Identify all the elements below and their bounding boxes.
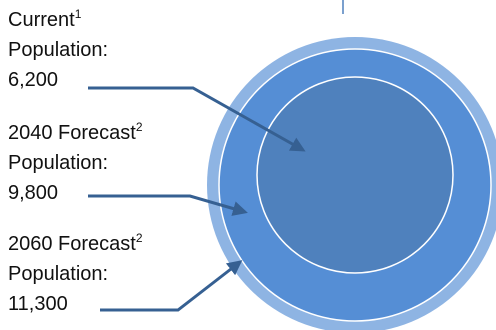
- label-2040-title: 2040 Forecast: [8, 122, 136, 144]
- label-2040: 2040 Forecast2 Population: 9,800: [8, 118, 143, 208]
- label-2060-footnote: 2: [135, 231, 143, 245]
- arrow-current: [88, 86, 306, 152]
- label-current-title: Current: [8, 9, 75, 31]
- label-current-footnote: 1: [74, 7, 82, 21]
- label-2060-title: 2060 Forecast: [8, 233, 136, 255]
- arrow-2040: [88, 194, 248, 216]
- label-current: Current1 Population: 6,200: [8, 5, 108, 95]
- label-current-subtitle: Population:: [8, 39, 109, 61]
- inner-circle-current: [256, 76, 454, 274]
- label-2040-value: 9,800: [8, 182, 59, 204]
- label-2060-subtitle: Population:: [8, 263, 109, 285]
- label-2040-footnote: 2: [135, 120, 143, 134]
- label-2040-subtitle: Population:: [8, 152, 109, 174]
- label-2060-value: 11,300: [8, 293, 68, 315]
- label-2060: 2060 Forecast2 Population: 11,300: [8, 229, 143, 319]
- arrow-2060: [100, 260, 243, 312]
- label-current-value: 6,200: [8, 69, 59, 91]
